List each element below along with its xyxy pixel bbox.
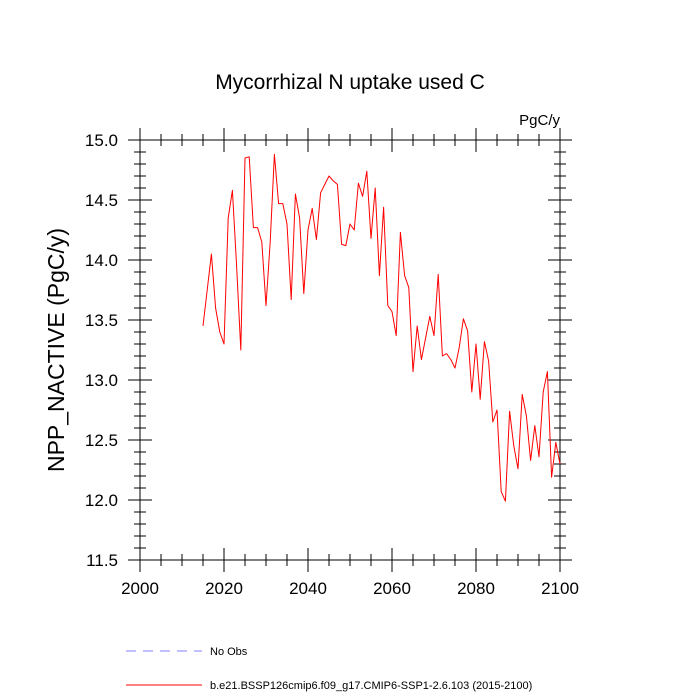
x-tick-label: 2080 (457, 579, 495, 598)
x-tick-label: 2060 (373, 579, 411, 598)
x-tick-label: 2000 (121, 579, 159, 598)
plot-frame (139, 139, 561, 561)
y-axis-label: NPP_NACTIVE (PgC/y) (43, 228, 69, 472)
axis-ticks (128, 128, 572, 572)
legend-no-obs-label: No Obs (210, 646, 248, 658)
y-tick-label: 13.0 (85, 371, 118, 390)
x-tick-labels: 2000 2020 2040 2060 2080 2100 (121, 579, 579, 598)
legend-series-label: b.e21.BSSP126cmip6.f09_g17.CMIP6-SSP1-2.… (210, 680, 532, 692)
units-label: PgC/y (519, 112, 560, 129)
chart-title: Mycorrhizal N uptake used C (215, 71, 485, 94)
y-tick-label: 11.5 (86, 551, 118, 570)
y-tick-label: 14.0 (85, 251, 118, 270)
x-tick-label: 2020 (205, 579, 243, 598)
y-tick-label: 13.5 (85, 311, 118, 330)
x-tick-label: 2040 (289, 579, 327, 598)
series-group (202, 153, 561, 502)
y-tick-label: 12.5 (85, 431, 118, 450)
x-tick-label: 2100 (541, 579, 579, 598)
legend: No Obs b.e21.BSSP126cmip6.f09_g17.CMIP6-… (126, 646, 532, 692)
y-tick-label: 15.0 (85, 131, 118, 150)
y-tick-label: 14.5 (85, 191, 118, 210)
series-line (202, 153, 561, 502)
y-tick-label: 12.0 (85, 491, 118, 510)
y-tick-labels: 11.5 12.0 12.5 13.0 13.5 14.0 14.5 15.0 (85, 131, 118, 570)
